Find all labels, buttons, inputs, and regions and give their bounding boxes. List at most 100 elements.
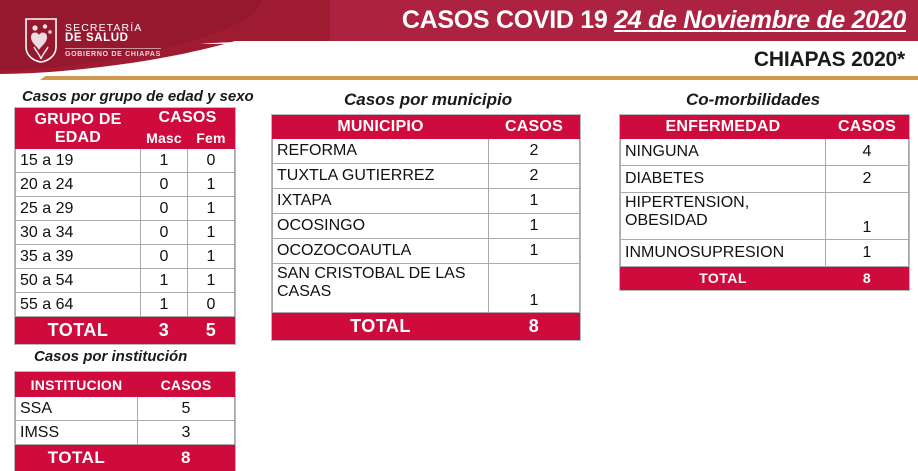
page-title-date: 24 de Noviembre de 2020 <box>614 6 906 34</box>
table-casos-por-municipio: MUNICIPIO CASOS REFORMA 2 TUXTLA GUTIERR… <box>272 115 580 340</box>
table-row: DIABETES 2 <box>620 165 909 193</box>
cell-enfermedad: INMUNOSUPRESION <box>620 239 826 267</box>
table-row: OCOSINGO 1 <box>272 213 580 239</box>
cell-enfermedad: NINGUNA <box>620 138 826 166</box>
table-row: OCOZOCOAUTLA 1 <box>272 238 580 264</box>
total-label: TOTAL <box>620 266 826 290</box>
cell-grupo: 20 a 24 <box>15 172 141 197</box>
col-header-municipio: MUNICIPIO <box>272 115 489 139</box>
table-row: SSA 5 <box>15 396 235 421</box>
cell-casos: 5 <box>137 396 235 421</box>
page-header: SECRETARÍA DE SALUD GOBIERNO DE CHIAPAS … <box>0 0 918 80</box>
logo-line-de-salud: DE SALUD <box>65 32 129 44</box>
header-banner-graphic <box>0 0 918 80</box>
cell-grupo: 25 a 29 <box>15 196 141 221</box>
total-label: TOTAL <box>15 316 141 344</box>
section-title-institucion: Casos por institución <box>34 348 188 365</box>
cell-casos: 3 <box>137 420 235 445</box>
table-row: REFORMA 2 <box>272 138 580 164</box>
cell-masc: 0 <box>140 220 188 245</box>
cell-grupo: 50 a 54 <box>15 268 141 293</box>
table-header-row: ENFERMEDAD CASOS <box>620 115 909 139</box>
cell-grupo: 30 a 34 <box>15 220 141 245</box>
table-header-row: GRUPO DE EDAD CASOS <box>15 108 235 149</box>
cell-casos: 2 <box>488 138 580 164</box>
col-header-casos: CASOS <box>488 115 580 139</box>
cell-municipio: TUXTLA GUTIERREZ <box>272 163 489 189</box>
cell-fem: 1 <box>187 196 235 221</box>
table-row: TUXTLA GUTIERREZ 2 <box>272 163 580 189</box>
table-total-row: TOTAL 8 <box>272 312 580 340</box>
cell-municipio: REFORMA <box>272 138 489 164</box>
table-row: INMUNOSUPRESION 1 <box>620 239 909 267</box>
table-total-row: TOTAL 8 <box>15 444 235 471</box>
cell-fem: 1 <box>187 172 235 197</box>
table-total-row: TOTAL 3 5 <box>15 316 235 344</box>
cell-casos: 1 <box>488 188 580 214</box>
total-fem: 5 <box>187 316 235 344</box>
cell-casos: 1 <box>488 213 580 239</box>
table-row: 30 a 34 0 1 <box>15 220 235 245</box>
cell-municipio: OCOZOCOAUTLA <box>272 238 489 264</box>
cell-casos: 1 <box>488 263 580 313</box>
page-title: CASOS COVID 19 24 de Noviembre de 2020 <box>402 6 906 35</box>
total-casos: 8 <box>137 444 235 471</box>
table-row: 25 a 29 0 1 <box>15 196 235 221</box>
cell-grupo: 35 a 39 <box>15 244 141 269</box>
cell-fem: 0 <box>187 148 235 173</box>
cell-masc: 1 <box>140 268 188 293</box>
logo-wordmark: SECRETARÍA DE SALUD GOBIERNO DE CHIAPAS <box>65 22 162 58</box>
col-header-institucion: INSTITUCION <box>15 372 138 397</box>
total-casos: 8 <box>488 312 580 340</box>
cell-municipio: SAN CRISTOBAL DE LAS CASAS <box>272 263 489 313</box>
cell-masc: 0 <box>140 196 188 221</box>
page-title-main: CASOS COVID 19 <box>401 6 608 34</box>
cell-fem: 1 <box>187 220 235 245</box>
cell-masc: 1 <box>140 148 188 173</box>
cell-enfermedad: DIABETES <box>620 165 826 193</box>
table-casos-por-grupo-edad-sexo: GRUPO DE EDAD CASOS Masc Fem 15 a 19 1 0… <box>15 108 235 344</box>
col-header-masc: Masc <box>140 127 188 149</box>
table-header-row: INSTITUCION CASOS <box>15 372 235 397</box>
section-title-municipio: Casos por municipio <box>344 90 513 109</box>
cell-enfermedad: HIPERTENSION, OBESIDAD <box>620 192 826 240</box>
shield-emblem-icon <box>25 18 57 63</box>
table-row: 35 a 39 0 1 <box>15 244 235 269</box>
total-label: TOTAL <box>15 444 138 471</box>
cell-masc: 1 <box>140 292 188 317</box>
section-title-edad-sexo: Casos por grupo de edad y sexo <box>22 88 254 105</box>
col-header-casos: CASOS <box>825 115 909 139</box>
table-row: IXTAPA 1 <box>272 188 580 214</box>
col-header-grupo-de-edad: GRUPO DE EDAD <box>15 108 141 149</box>
cell-grupo: 15 a 19 <box>15 148 141 173</box>
table-casos-por-institucion: INSTITUCION CASOS SSA 5 IMSS 3 TOTAL 8 <box>15 372 235 471</box>
col-header-fem: Fem <box>187 127 235 149</box>
col-header-enfermedad: ENFERMEDAD <box>620 115 826 139</box>
table-comorbilidades: ENFERMEDAD CASOS NINGUNA 4 DIABETES 2 HI… <box>620 115 909 290</box>
total-casos: 8 <box>825 266 909 290</box>
logo-divider <box>65 47 162 49</box>
cell-casos: 1 <box>488 238 580 264</box>
total-masc: 3 <box>140 316 188 344</box>
table-row: NINGUNA 4 <box>620 138 909 166</box>
table-row: 50 a 54 1 1 <box>15 268 235 293</box>
cell-fem: 1 <box>187 268 235 293</box>
cell-casos: 2 <box>825 165 909 193</box>
cell-municipio: OCOSINGO <box>272 213 489 239</box>
cell-casos: 2 <box>488 163 580 189</box>
cell-masc: 0 <box>140 244 188 269</box>
cell-grupo: 55 a 64 <box>15 292 141 317</box>
table-total-row: TOTAL 8 <box>620 266 909 290</box>
cell-masc: 0 <box>140 172 188 197</box>
table-row: 15 a 19 1 0 <box>15 148 235 173</box>
page-subtitle: CHIAPAS 2020* <box>753 48 905 71</box>
section-title-comorbilidades: Co-morbilidades <box>686 90 821 109</box>
cell-municipio: IXTAPA <box>272 188 489 214</box>
cell-institucion: SSA <box>15 396 138 421</box>
col-header-casos: CASOS <box>137 372 235 397</box>
cell-institucion: IMSS <box>15 420 138 445</box>
cell-casos: 4 <box>825 138 909 166</box>
total-label: TOTAL <box>272 312 489 340</box>
table-row: 55 a 64 1 0 <box>15 292 235 317</box>
cell-fem: 0 <box>187 292 235 317</box>
